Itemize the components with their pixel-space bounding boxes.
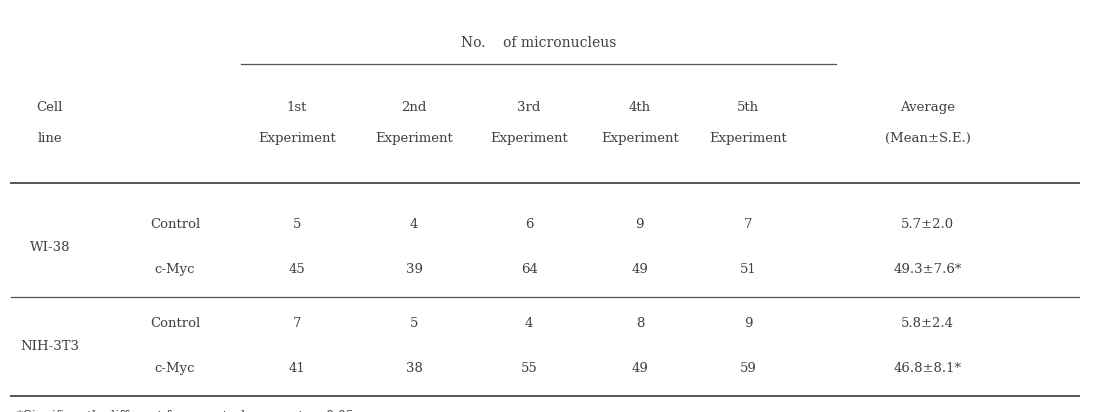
- Text: 49: 49: [631, 263, 649, 276]
- Text: 3rd: 3rd: [517, 101, 541, 114]
- Text: 38: 38: [405, 362, 423, 375]
- Text: Control: Control: [149, 218, 200, 231]
- Text: 4: 4: [410, 218, 418, 231]
- Text: Control: Control: [149, 317, 200, 330]
- Text: 1st: 1st: [287, 101, 307, 114]
- Text: Experiment: Experiment: [601, 131, 679, 145]
- Text: 5.8±2.4: 5.8±2.4: [901, 317, 954, 330]
- Text: 64: 64: [520, 263, 538, 276]
- Text: 46.8±8.1*: 46.8±8.1*: [893, 362, 962, 375]
- Text: Cell: Cell: [37, 101, 63, 114]
- Text: 2nd: 2nd: [402, 101, 426, 114]
- Text: 7: 7: [744, 218, 753, 231]
- Text: 49.3±7.6*: 49.3±7.6*: [893, 263, 962, 276]
- Text: 51: 51: [739, 263, 757, 276]
- Text: Average: Average: [900, 101, 955, 114]
- Text: (Mean±S.E.): (Mean±S.E.): [884, 131, 971, 145]
- Text: line: line: [38, 131, 62, 145]
- Text: Experiment: Experiment: [710, 131, 787, 145]
- Text: 49: 49: [631, 362, 649, 375]
- Text: 7: 7: [292, 317, 301, 330]
- Text: 4th: 4th: [629, 101, 651, 114]
- Text: 41: 41: [288, 362, 306, 375]
- Text: 5: 5: [292, 218, 301, 231]
- Text: 4: 4: [525, 317, 534, 330]
- Text: 39: 39: [405, 263, 423, 276]
- Text: 55: 55: [520, 362, 538, 375]
- Text: 5th: 5th: [737, 101, 759, 114]
- Text: No.    of micronucleus: No. of micronucleus: [461, 36, 617, 50]
- Text: Experiment: Experiment: [490, 131, 568, 145]
- Text: 45: 45: [288, 263, 306, 276]
- Text: c-Myc: c-Myc: [155, 362, 195, 375]
- Text: 9: 9: [744, 317, 753, 330]
- Text: 9: 9: [635, 218, 644, 231]
- Text: 5.7±2.0: 5.7±2.0: [901, 218, 954, 231]
- Text: Experiment: Experiment: [258, 131, 335, 145]
- Text: Experiment: Experiment: [375, 131, 453, 145]
- Text: *Significantly different from control group at p<0.05: *Significantly different from control gr…: [17, 410, 353, 412]
- Text: NIH-3T3: NIH-3T3: [20, 339, 80, 353]
- Text: WI-38: WI-38: [30, 241, 70, 254]
- Text: 8: 8: [635, 317, 644, 330]
- Text: 5: 5: [410, 317, 418, 330]
- Text: c-Myc: c-Myc: [155, 263, 195, 276]
- Text: 6: 6: [525, 218, 534, 231]
- Text: 59: 59: [739, 362, 757, 375]
